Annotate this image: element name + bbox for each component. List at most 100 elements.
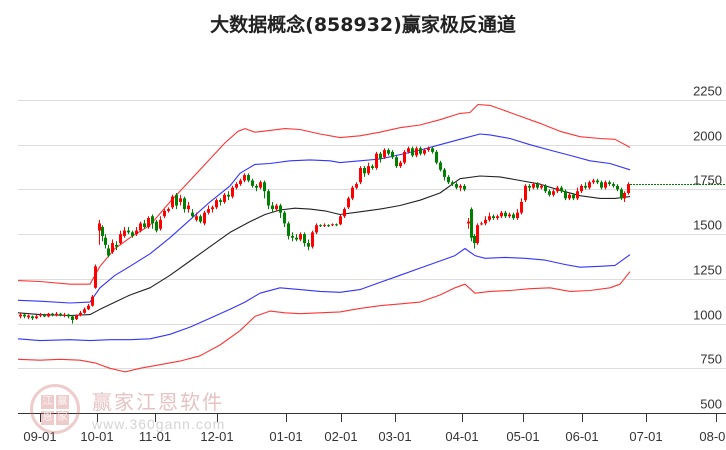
- candle-up: [83, 309, 86, 313]
- band-line-mid: [17, 175, 631, 317]
- candle-up: [604, 182, 607, 188]
- grid-lines: [18, 100, 726, 369]
- candle-up: [459, 185, 462, 188]
- candle-up: [87, 305, 90, 310]
- candle-up: [135, 230, 138, 235]
- y-tick-label: 1500: [693, 218, 722, 233]
- y-axis: 500 750 1000 1250 1500 1750 2000 2250: [693, 84, 722, 412]
- candle-up: [55, 313, 58, 316]
- x-tick-label: 10-01: [80, 429, 113, 444]
- candle-down: [371, 166, 374, 168]
- y-tick-label: 2000: [693, 129, 722, 144]
- candle-up: [91, 296, 94, 306]
- candle-up: [355, 184, 358, 188]
- candle-up: [123, 230, 126, 236]
- candle-up: [211, 207, 214, 210]
- candle-down: [395, 157, 398, 167]
- candle-down: [439, 162, 442, 170]
- candle-up: [467, 221, 470, 224]
- candle-up: [27, 315, 30, 318]
- band-line-inner-upper: [17, 133, 631, 304]
- candle-up: [399, 162, 402, 167]
- candle-up: [476, 225, 479, 244]
- candle-down: [271, 205, 274, 210]
- candle-up: [299, 234, 302, 240]
- watermark-url: www.360gann.com: [92, 416, 226, 432]
- candle-up: [576, 191, 579, 199]
- candle-down: [492, 216, 495, 219]
- watermark-logo-char: 家: [56, 411, 69, 425]
- y-tick-label: 500: [700, 397, 722, 412]
- candle-down: [584, 185, 587, 188]
- candle-down: [431, 148, 434, 152]
- candle-up: [383, 150, 386, 158]
- candle-up: [552, 191, 555, 195]
- candle-down: [307, 243, 310, 247]
- candle-up: [351, 187, 354, 199]
- candle-down: [303, 234, 306, 244]
- band-line-inner-lower: [17, 247, 631, 342]
- x-tick-label: 12-01: [200, 429, 233, 444]
- candle-down: [59, 313, 62, 316]
- candle-down: [67, 314, 70, 317]
- candle-up: [39, 314, 42, 316]
- candle-up: [239, 180, 242, 185]
- watermark-text: 赢家江恩软件: [92, 390, 224, 414]
- candle-down: [267, 191, 270, 206]
- candle-up: [496, 216, 499, 219]
- y-tick-label: 750: [700, 352, 722, 367]
- x-tick-label: 02-01: [324, 429, 357, 444]
- candle-up: [311, 232, 314, 247]
- candle-up: [375, 153, 378, 168]
- candle-down: [295, 237, 298, 240]
- watermark-logo-char: 赢: [56, 395, 69, 409]
- x-tick-label: 04-01: [445, 429, 478, 444]
- candle-down: [199, 216, 202, 222]
- candle-up: [488, 216, 491, 220]
- candle-down: [363, 167, 366, 174]
- candle-down: [175, 194, 178, 206]
- candle-up: [163, 210, 166, 217]
- candle-up: [47, 313, 50, 317]
- candle-down: [23, 314, 26, 317]
- candle-up: [275, 205, 278, 210]
- candle-up: [580, 185, 583, 192]
- candle-up: [231, 187, 234, 197]
- candle-up: [627, 184, 630, 194]
- candle-down: [435, 151, 438, 163]
- candle-down: [411, 148, 414, 156]
- candle-up: [500, 212, 503, 217]
- candle-up: [259, 182, 262, 188]
- x-tick-label: 07-01: [629, 429, 662, 444]
- y-tick-label: 1250: [693, 263, 722, 278]
- candle-down: [227, 194, 230, 197]
- watermark-logo-char: 江: [41, 395, 54, 409]
- candle-down: [115, 244, 118, 247]
- candle-down: [608, 182, 611, 185]
- candle-up: [139, 223, 142, 231]
- candle-up: [111, 243, 114, 253]
- candle-up: [427, 148, 430, 151]
- x-axis: 09-01 10-01 11-01 12-01 01-01 02-01 03-01 04-01…: [18, 413, 726, 444]
- candle-up: [540, 185, 543, 188]
- candle-down: [335, 224, 338, 226]
- candle-up: [508, 214, 511, 217]
- chart-title: 大数据概念(858932)赢家极反通道: [210, 14, 516, 36]
- candle-up: [592, 180, 595, 183]
- candle-down: [183, 198, 186, 210]
- candle-down: [612, 184, 615, 186]
- candle-down: [564, 191, 567, 199]
- candle-down: [616, 185, 619, 190]
- candle-up: [203, 212, 206, 224]
- candle-up: [556, 187, 559, 192]
- candle-down: [191, 212, 194, 217]
- candle-down: [473, 235, 476, 244]
- candle-up: [484, 219, 487, 224]
- candle-down: [463, 185, 466, 190]
- candle-up: [35, 316, 38, 319]
- candle-up: [94, 266, 97, 288]
- candle-down: [255, 185, 258, 188]
- channel-bands: [17, 103, 631, 373]
- candle-up: [187, 205, 190, 210]
- candle-up: [75, 315, 78, 320]
